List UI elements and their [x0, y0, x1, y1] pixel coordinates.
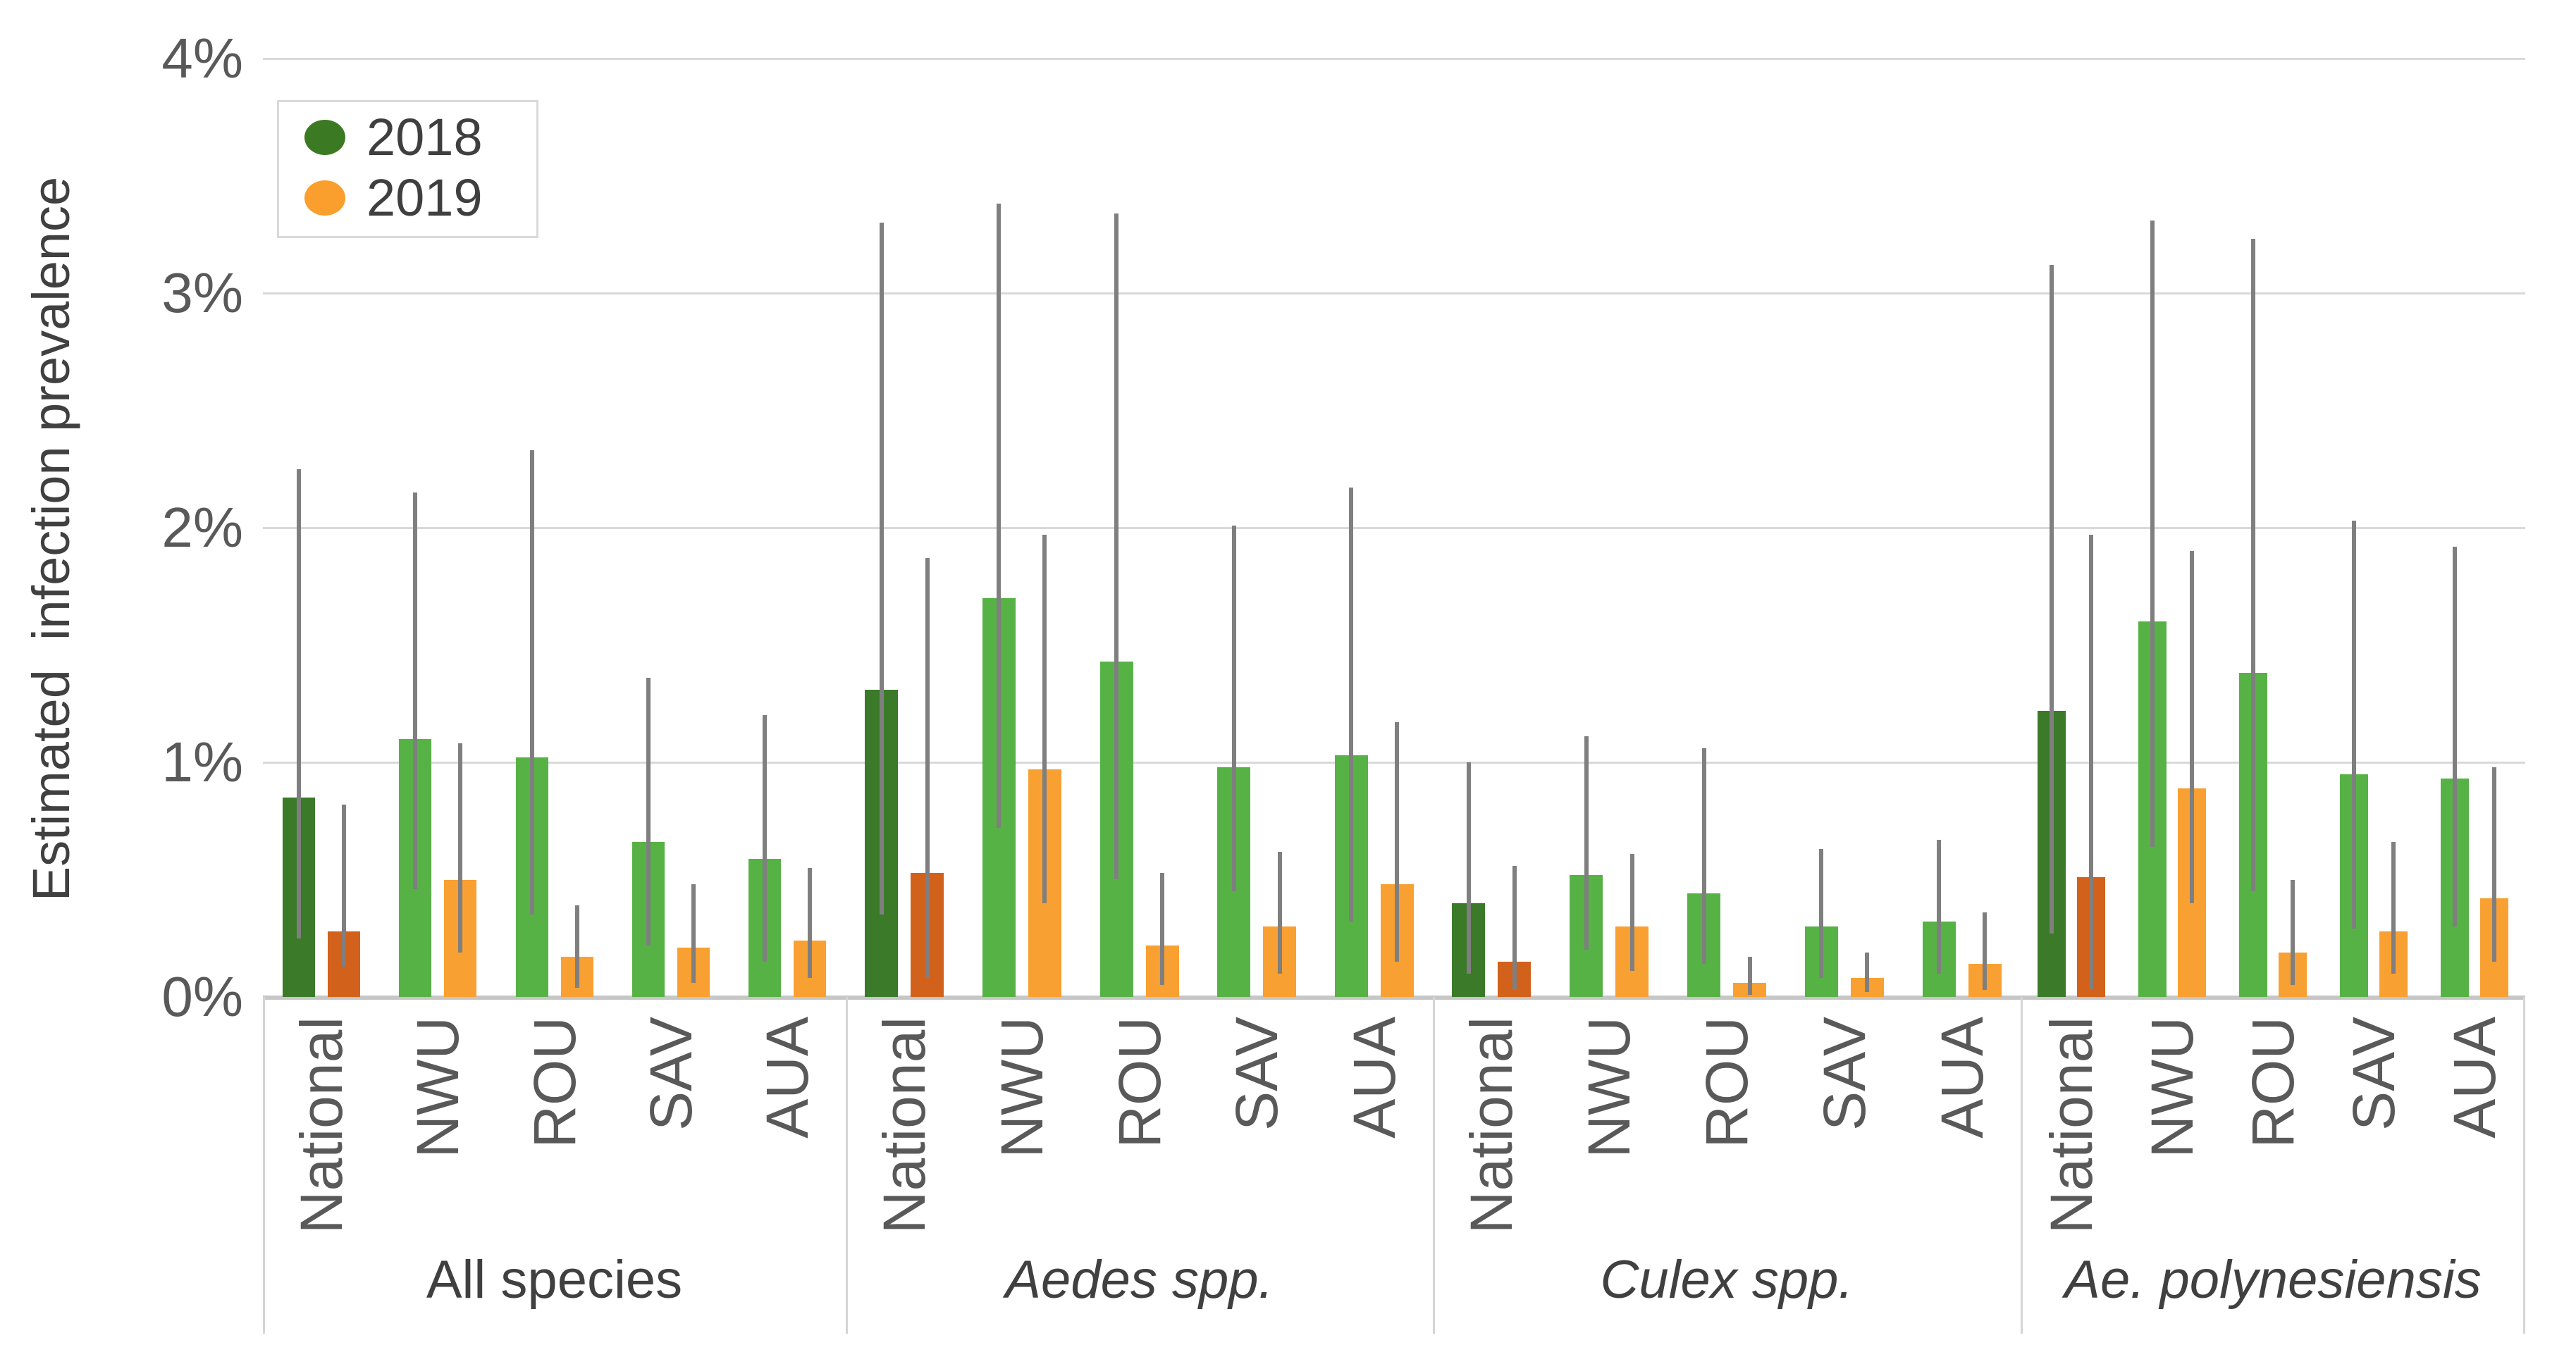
error-bar-2018-SAV: [2352, 521, 2357, 929]
error-bar-2019-National: [925, 558, 930, 979]
error-bar-2018-AUA: [2453, 546, 2458, 927]
category-label-National: National: [288, 1017, 355, 1234]
error-bar-2019-National: [1512, 865, 1517, 990]
error-bar-2018-National: [2049, 265, 2054, 934]
legend-item-2018: 2018: [279, 109, 483, 166]
error-bar-2019-NWU: [458, 743, 463, 953]
error-bar-2018-NWU: [1584, 736, 1589, 950]
legend-dot-2019: [304, 180, 345, 216]
legend-dot-2018: [304, 120, 345, 155]
axis-band-divider: [1433, 997, 1435, 1334]
axis-band-divider: [263, 997, 265, 1334]
category-label-NWU: NWU: [2138, 1017, 2205, 1158]
y-tick-label-0%: 0%: [161, 965, 243, 1028]
group-label-All-species: All species: [426, 1250, 683, 1310]
category-label-National: National: [2038, 1017, 2104, 1234]
error-bar-2018-National: [879, 223, 884, 915]
error-bar-2019-AUA: [1983, 912, 1988, 990]
category-label-ROU: ROU: [1106, 1017, 1173, 1148]
category-label-ROU: ROU: [2240, 1017, 2306, 1148]
error-bar-2019-AUA: [1395, 722, 1400, 962]
legend-label-2018: 2018: [366, 108, 483, 166]
category-label-NWU: NWU: [988, 1017, 1055, 1158]
error-bar-2018-ROU: [529, 450, 534, 915]
category-label-AUA: AUA: [2441, 1017, 2508, 1139]
error-bar-2018-NWU: [413, 492, 418, 889]
gridline-3%: [263, 292, 2525, 294]
error-bar-2018-AUA: [763, 715, 768, 962]
error-bar-2019-AUA: [2492, 767, 2497, 962]
category-label-AUA: AUA: [1928, 1017, 1995, 1139]
error-bar-2018-SAV: [1231, 525, 1236, 892]
category-label-National: National: [1458, 1017, 1525, 1234]
group-label-Culex-spp-: Culex spp.: [1600, 1250, 1854, 1310]
error-bar-2019-National: [2088, 534, 2093, 990]
legend: 2018 2019: [277, 100, 538, 238]
category-label-SAV: SAV: [1224, 1017, 1290, 1131]
error-bar-2018-SAV: [1819, 849, 1824, 979]
error-bar-2019-NWU: [1042, 534, 1047, 903]
error-bar-2019-NWU: [2189, 551, 2194, 903]
category-label-SAV: SAV: [637, 1017, 704, 1131]
error-bar-2018-AUA: [1349, 488, 1354, 922]
category-label-NWU: NWU: [1576, 1017, 1643, 1158]
axis-band-divider: [2021, 997, 2023, 1334]
error-bar-2019-SAV: [2391, 842, 2396, 974]
group-label-Ae-polynesiensis: Ae. polynesiensis: [2064, 1250, 2482, 1310]
legend-item-2019: 2019: [279, 170, 483, 226]
error-bar-2018-ROU: [1701, 748, 1706, 965]
category-label-NWU: NWU: [405, 1017, 472, 1158]
y-tick-label-1%: 1%: [161, 731, 243, 793]
legend-label-2019: 2019: [366, 168, 483, 227]
y-tick-label-3%: 3%: [161, 261, 243, 324]
group-label-Aedes-spp-: Aedes spp.: [1005, 1250, 1274, 1310]
error-bar-2019-ROU: [1160, 872, 1164, 986]
error-bar-2018-NWU: [997, 204, 1002, 829]
error-bar-2018-AUA: [1937, 839, 1942, 974]
y-tick-label-4%: 4%: [161, 27, 243, 89]
gridline-2%: [263, 527, 2525, 529]
error-bar-2019-NWU: [1629, 853, 1634, 972]
error-bar-2018-SAV: [646, 678, 651, 946]
error-bar-2019-ROU: [2291, 879, 2295, 986]
error-bar-2019-AUA: [808, 867, 813, 979]
axis-band-divider: [2523, 997, 2525, 1334]
error-bar-2019-ROU: [1747, 957, 1752, 995]
gridline-1%: [263, 762, 2525, 764]
error-bar-2019-ROU: [574, 905, 579, 988]
category-label-SAV: SAV: [1811, 1017, 1878, 1131]
y-tick-label-2%: 2%: [161, 496, 243, 559]
gridline-4%: [263, 58, 2525, 60]
error-bar-2019-SAV: [1865, 952, 1870, 993]
error-bar-2018-ROU: [1114, 213, 1118, 880]
error-bar-2019-National: [341, 804, 346, 967]
category-label-ROU: ROU: [1694, 1017, 1760, 1148]
category-label-National: National: [871, 1017, 938, 1234]
category-label-AUA: AUA: [1341, 1017, 1407, 1139]
error-bar-2018-National: [1466, 762, 1471, 974]
error-bar-2018-NWU: [2150, 220, 2155, 847]
category-label-SAV: SAV: [2341, 1017, 2408, 1131]
error-bar-2019-SAV: [1277, 851, 1282, 974]
x-axis-line: [263, 996, 2525, 1000]
category-label-AUA: AUA: [754, 1017, 821, 1139]
category-label-ROU: ROU: [521, 1017, 588, 1148]
axis-band-divider: [846, 997, 848, 1334]
error-bar-2019-SAV: [691, 884, 696, 984]
error-bar-2018-ROU: [2251, 239, 2255, 892]
error-bar-2018-National: [296, 469, 301, 938]
